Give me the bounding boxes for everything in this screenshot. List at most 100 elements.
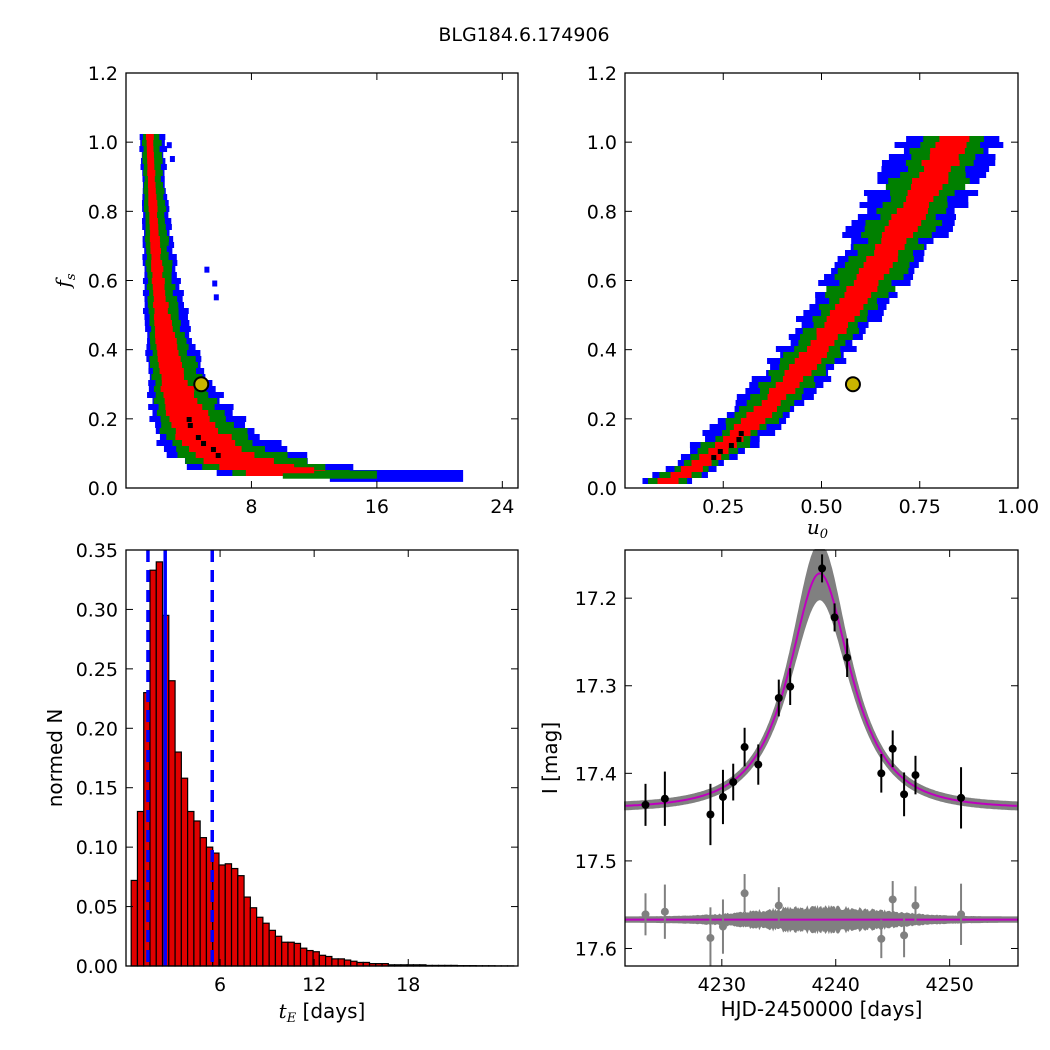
xtick-label-3-2: 4250 (925, 974, 973, 996)
density-cell (151, 278, 165, 284)
density-cell (153, 314, 171, 320)
density-cell (921, 160, 960, 166)
data-point (740, 743, 749, 752)
x-axis-label-sub: 0 (820, 527, 828, 542)
histogram-bar (193, 820, 201, 967)
histogram-bar (299, 947, 308, 967)
ytick-label-1-2: 0.4 (587, 340, 617, 362)
density-cell (165, 410, 209, 416)
density-cell (181, 440, 236, 446)
xtick-label-1-0: 0.25 (702, 496, 744, 518)
density-cell (154, 308, 168, 314)
histogram-bar (187, 810, 195, 967)
residual-point (900, 931, 909, 940)
histogram-bar (343, 959, 352, 967)
density-cell (844, 292, 872, 298)
density-cell (151, 266, 164, 272)
density-cell (924, 166, 951, 172)
data-point (888, 744, 897, 753)
figure-title: BLG184.6.174906 (438, 24, 609, 46)
density-cell (149, 212, 158, 218)
ytick-label-3-4: 17.6 (575, 938, 617, 960)
density-cell (148, 194, 157, 200)
density-peak-cell (215, 453, 221, 458)
density-outlier (213, 294, 219, 301)
density-cell (816, 334, 838, 340)
density-cell (147, 170, 156, 176)
ytick-label-2-0: 0.00 (76, 956, 118, 978)
density-cell (723, 436, 744, 442)
residual-point (706, 933, 715, 942)
density-cell (888, 220, 922, 226)
x-axis-label-sub: E (286, 1011, 297, 1026)
density-cell (158, 362, 183, 368)
xtick-label-1-3: 1.00 (997, 496, 1039, 518)
density-outlier (166, 142, 172, 149)
residual-points (641, 874, 966, 966)
density-cell (824, 322, 849, 328)
density-cell (753, 406, 777, 412)
data-point (911, 771, 920, 780)
data-point (900, 790, 909, 799)
histogram-bar (155, 561, 164, 967)
density-cell (153, 302, 169, 308)
density-cell (156, 344, 178, 350)
density-cell (853, 280, 879, 286)
residual-point (957, 910, 966, 919)
xtick-label-3-1: 4240 (812, 974, 860, 996)
density-cell (155, 332, 176, 338)
density-cell (150, 242, 161, 248)
data-point (877, 769, 886, 778)
x-axis-label-u0: u0 (807, 515, 828, 542)
histogram-bar (325, 955, 333, 967)
density-cell (145, 134, 154, 140)
density-cell (907, 190, 939, 196)
density-cell (858, 268, 890, 274)
density-cell (146, 152, 154, 158)
density-peak-cell (738, 431, 744, 436)
density-cell (150, 248, 162, 254)
density-cell (152, 284, 165, 290)
histogram-bar (274, 935, 283, 967)
best-fit-marker (193, 376, 210, 393)
density-cell (875, 244, 905, 250)
histogram-bar (136, 810, 145, 967)
ytick-label-2-3: 0.15 (76, 778, 118, 800)
density-tail (282, 470, 377, 479)
data-point (786, 682, 795, 691)
density-cell (829, 310, 860, 316)
density-cell (175, 434, 232, 440)
density-cell (881, 238, 907, 244)
histogram-bar (237, 875, 245, 967)
ytick-label-2-6: 0.30 (76, 599, 118, 621)
ytick-label-1-1: 0.2 (587, 409, 617, 431)
density-cell (147, 182, 156, 188)
histogram-bar (281, 941, 289, 967)
y-axis-label-normed: normed N (43, 709, 67, 808)
ytick-label-2-7: 0.35 (76, 540, 118, 562)
residual-point (660, 907, 669, 916)
density-cell (161, 374, 184, 380)
histogram-bar (262, 922, 270, 967)
x-axis-label-unit: [days] (296, 999, 365, 1023)
density-cell (657, 478, 679, 484)
ytick-label-0-1: 0.2 (88, 409, 118, 431)
data-point (774, 694, 783, 703)
density-cell (884, 226, 918, 232)
data-points (641, 554, 966, 846)
density-cell (761, 400, 781, 406)
density-cell (146, 140, 154, 146)
density-cell (881, 232, 914, 238)
ytick-label-2-4: 0.20 (76, 718, 118, 740)
ytick-label-2-5: 0.25 (76, 659, 118, 681)
histogram-bar (293, 942, 302, 967)
ytick-label-1-4: 0.8 (587, 201, 617, 223)
density-cell (160, 386, 195, 392)
histogram-bar (337, 958, 346, 967)
panel-te-histogram: 0.00 0.05 0.10 0.15 0.20 0.25 0.30 0.35 6 12 18 nor… (43, 540, 519, 1026)
density-peak-cell (717, 449, 723, 454)
data-point (957, 793, 966, 802)
density-cell (835, 304, 864, 310)
axes-frame-lightcurve (624, 549, 1019, 967)
density-cell (175, 428, 219, 434)
